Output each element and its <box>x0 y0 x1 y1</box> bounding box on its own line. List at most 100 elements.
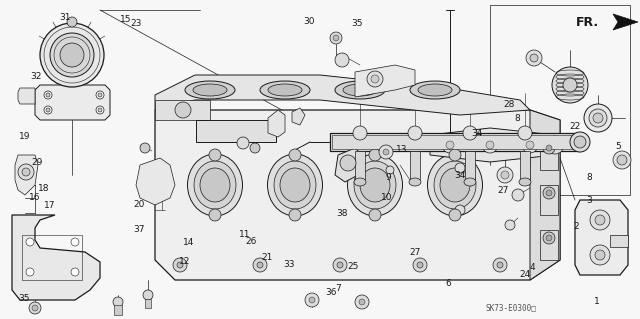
Polygon shape <box>155 75 530 115</box>
Circle shape <box>46 108 50 112</box>
Circle shape <box>413 258 427 272</box>
Text: 19: 19 <box>19 132 30 141</box>
Text: 30: 30 <box>303 17 315 26</box>
Bar <box>410 151 420 179</box>
Circle shape <box>18 164 34 180</box>
Text: 2: 2 <box>573 222 579 231</box>
Text: 33: 33 <box>284 260 295 269</box>
Text: 9: 9 <box>385 173 390 182</box>
Circle shape <box>546 235 552 241</box>
Circle shape <box>417 262 423 268</box>
Polygon shape <box>575 200 628 275</box>
Text: 1: 1 <box>594 297 599 306</box>
Text: 29: 29 <box>31 158 43 167</box>
Circle shape <box>570 132 590 152</box>
Circle shape <box>518 126 532 140</box>
Circle shape <box>253 258 267 272</box>
Circle shape <box>67 17 77 27</box>
Circle shape <box>359 299 365 305</box>
Circle shape <box>497 167 513 183</box>
Text: 11: 11 <box>239 230 250 239</box>
Text: 5: 5 <box>616 142 621 151</box>
Text: 38: 38 <box>337 209 348 218</box>
Polygon shape <box>15 155 38 195</box>
Ellipse shape <box>440 168 470 202</box>
Text: 8: 8 <box>515 114 520 122</box>
Circle shape <box>98 93 102 97</box>
Text: 35: 35 <box>351 19 363 28</box>
Circle shape <box>386 166 394 174</box>
Circle shape <box>71 268 79 276</box>
Polygon shape <box>292 108 305 125</box>
Text: SK73-E0300□: SK73-E0300□ <box>486 303 537 313</box>
Polygon shape <box>136 158 175 205</box>
Circle shape <box>98 108 102 112</box>
Circle shape <box>289 209 301 221</box>
Circle shape <box>367 71 383 87</box>
Text: 36: 36 <box>326 288 337 297</box>
Circle shape <box>335 53 349 67</box>
Circle shape <box>177 262 183 268</box>
Text: 22: 22 <box>569 122 580 130</box>
Ellipse shape <box>464 178 476 186</box>
Circle shape <box>546 136 564 154</box>
Text: 35: 35 <box>19 294 30 303</box>
Text: 27: 27 <box>497 186 509 195</box>
Circle shape <box>446 141 454 149</box>
Polygon shape <box>355 65 415 97</box>
Circle shape <box>455 205 465 215</box>
Circle shape <box>379 145 393 159</box>
Text: 10: 10 <box>381 193 392 202</box>
Ellipse shape <box>418 84 452 96</box>
Polygon shape <box>155 110 560 280</box>
Circle shape <box>26 238 34 246</box>
Circle shape <box>595 215 605 225</box>
Circle shape <box>526 50 542 66</box>
Circle shape <box>250 143 260 153</box>
Ellipse shape <box>185 81 235 99</box>
Circle shape <box>590 210 610 230</box>
Circle shape <box>237 137 249 149</box>
Ellipse shape <box>409 178 421 186</box>
Text: 15: 15 <box>120 15 131 24</box>
Circle shape <box>589 109 607 127</box>
Polygon shape <box>12 215 100 300</box>
Circle shape <box>449 149 461 161</box>
Circle shape <box>408 126 422 140</box>
Ellipse shape <box>280 168 310 202</box>
Circle shape <box>543 187 555 199</box>
Ellipse shape <box>274 161 316 209</box>
Text: 7: 7 <box>335 284 340 293</box>
Ellipse shape <box>268 154 323 216</box>
Circle shape <box>505 220 515 230</box>
Ellipse shape <box>194 161 236 209</box>
Ellipse shape <box>188 154 243 216</box>
Ellipse shape <box>360 168 390 202</box>
Text: 23: 23 <box>130 19 141 28</box>
Ellipse shape <box>519 178 531 186</box>
Text: 17: 17 <box>44 201 56 210</box>
Bar <box>114 305 122 315</box>
Circle shape <box>340 155 356 171</box>
Circle shape <box>369 209 381 221</box>
Circle shape <box>590 245 610 265</box>
Circle shape <box>552 67 588 103</box>
Text: 32: 32 <box>30 72 42 81</box>
Circle shape <box>29 302 41 314</box>
Text: 34: 34 <box>471 129 483 138</box>
Circle shape <box>522 137 538 153</box>
Ellipse shape <box>200 168 230 202</box>
Text: 14: 14 <box>183 238 195 247</box>
Polygon shape <box>530 110 560 280</box>
Text: 12: 12 <box>179 257 190 266</box>
Circle shape <box>257 262 263 268</box>
Bar <box>540 185 558 215</box>
Ellipse shape <box>428 154 483 216</box>
Text: 4: 4 <box>530 263 535 272</box>
Circle shape <box>26 268 34 276</box>
Circle shape <box>355 295 369 309</box>
Text: 28: 28 <box>504 100 515 109</box>
Circle shape <box>574 136 586 148</box>
Bar <box>332 135 578 149</box>
Circle shape <box>497 262 503 268</box>
